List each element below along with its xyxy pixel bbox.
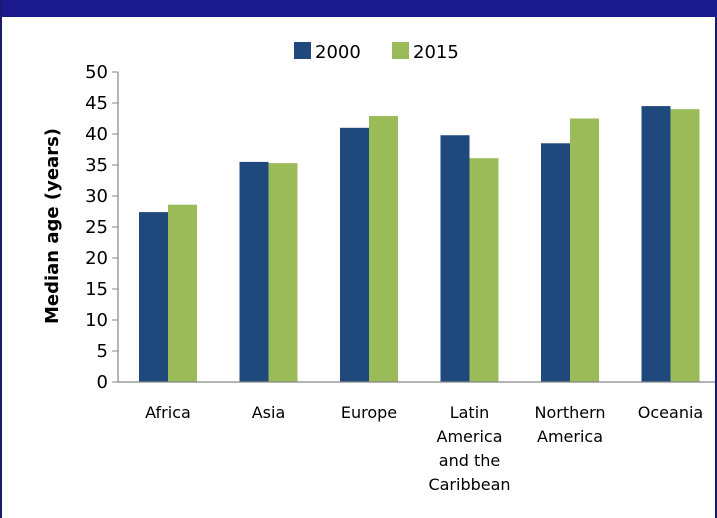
legend-label-2000: 2000 [315, 42, 361, 63]
bar-2015-northern-america [570, 118, 599, 382]
bar-2000-asia [239, 161, 269, 382]
bar-2000-europe [340, 127, 369, 382]
legend-swatch-2000 [294, 42, 311, 59]
bar-2000-africa [139, 212, 168, 382]
bar-2015-asia [268, 163, 298, 382]
y-tick-label: 30 [85, 186, 108, 207]
x-category-label: Latin America and the Caribbean [428, 403, 510, 494]
bar-2015-oceania [670, 109, 700, 382]
bar-2000-oceania [641, 106, 671, 382]
bar-2015-latin-america-and-the-caribbean [469, 158, 499, 382]
legend: 2000 2015 [294, 42, 459, 63]
y-tick-label: 40 [85, 124, 108, 145]
y-axis-title: Median age (years) [42, 128, 63, 324]
x-category-label: Northern America [534, 403, 605, 446]
y-tick-label: 50 [85, 62, 108, 83]
y-tick-label: 25 [85, 217, 108, 238]
bar-2000-latin-america-and-the-caribbean [440, 135, 470, 382]
bars [139, 106, 700, 383]
legend-swatch-2015 [392, 42, 409, 59]
y-tick-label: 10 [85, 310, 108, 331]
axes [117, 72, 715, 383]
y-tick-label: 5 [97, 341, 108, 362]
y-tick-label: 45 [85, 93, 108, 114]
y-tick-label: 15 [85, 279, 108, 300]
x-axis-labels: Africa Asia Europe Latin America and the Carib… [145, 403, 703, 494]
x-category-label: Asia [252, 403, 286, 422]
y-tick-label: 20 [85, 248, 108, 269]
legend-label-2015: 2015 [413, 42, 459, 63]
x-category-label: Africa [145, 403, 191, 422]
header-band [2, 0, 717, 17]
y-tick-label: 35 [85, 155, 108, 176]
y-tick-label: 0 [97, 372, 108, 393]
x-category-label: Oceania [638, 403, 703, 422]
bar-2000-northern-america [541, 143, 570, 382]
bar-2015-africa [168, 204, 197, 382]
bar-2015-europe [369, 116, 398, 383]
y-axis-ticks: 0 5 10 15 20 25 30 35 40 45 50 [85, 62, 118, 393]
x-category-label: Europe [341, 403, 397, 422]
